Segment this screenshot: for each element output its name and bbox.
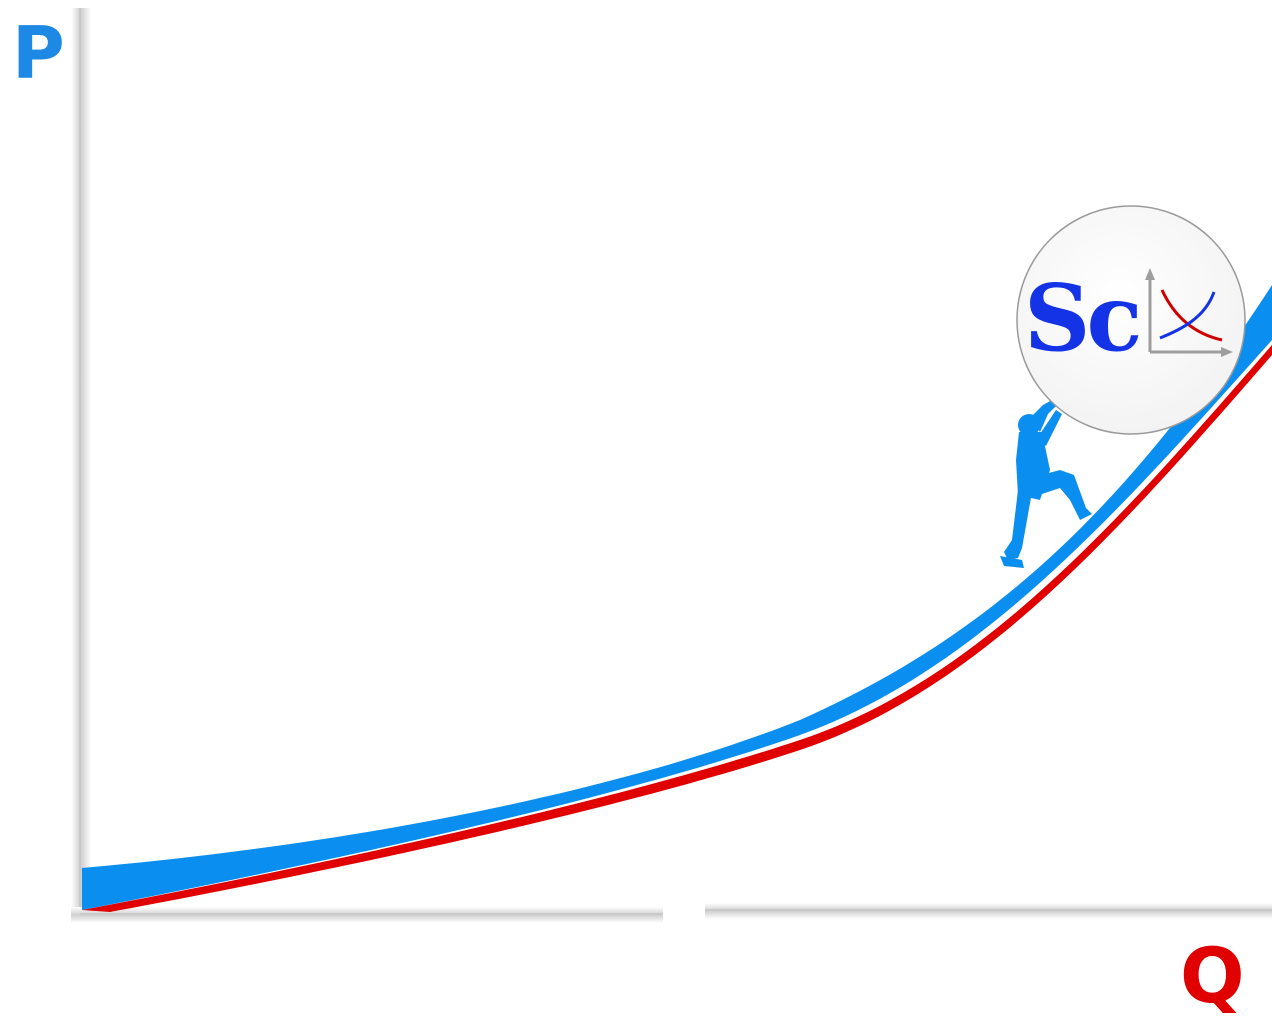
logo-text: Sc (1024, 264, 1138, 372)
climber-silhouette (1000, 400, 1092, 568)
x-axis-label: Q (1180, 931, 1245, 1020)
logo-boulder: Sc (1016, 205, 1246, 435)
red-curve (82, 345, 1272, 912)
y-axis-label: P (12, 11, 65, 95)
supply-demand-graph-icon (1145, 268, 1233, 357)
